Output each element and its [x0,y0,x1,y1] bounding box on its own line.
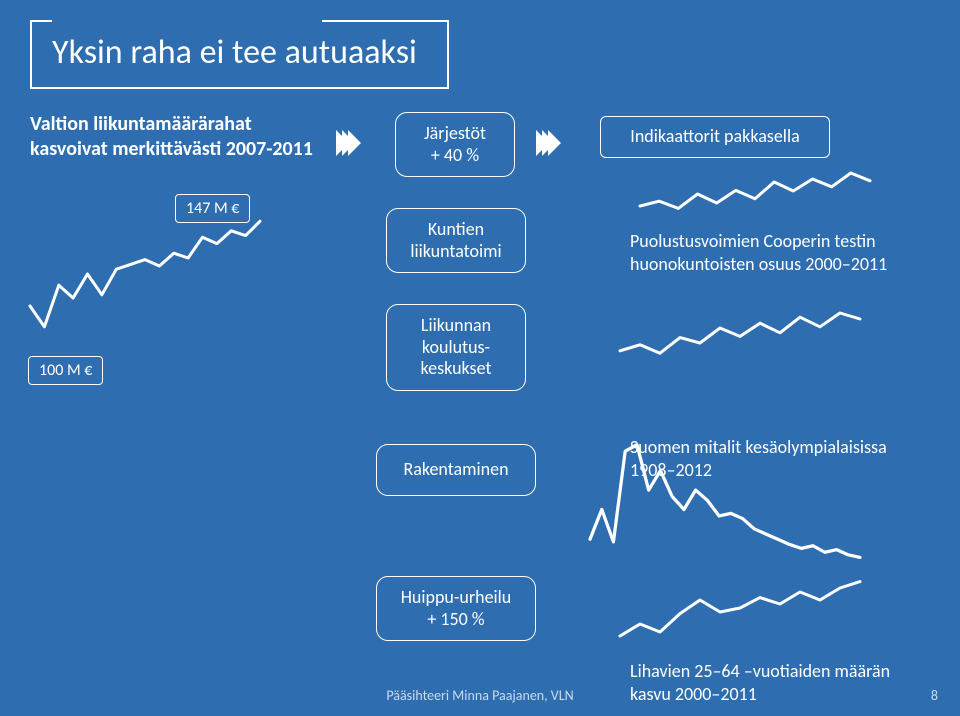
stage-jarjestot-line2: + 40 % [431,144,479,166]
stage-liikunnan: Liikunnan koulutus- keskukset [386,304,526,391]
page-title: Yksin raha ei tee autuaaksi [30,20,449,89]
note-lihavien: Lihavien 25–64 –vuotiaiden määrän kasvu … [630,660,920,705]
stage-rakentaminen: Rakentaminen [376,444,536,496]
stage-liikunnan-line3: keskukset [421,357,492,379]
stage-huippu-line1: Huippu-urheilu [401,586,512,608]
page-title-text: Yksin raha ei tee autuaaksi [52,32,417,73]
chart-indikaattorit-trend [640,170,870,230]
footer-credit: Pääsihteeri Minna Paajanen, VLN [386,687,573,704]
stage-jarjestot: Järjestöt + 40 % [395,112,515,177]
chart-obesity [620,580,860,660]
stage-indikaattorit: Indikaattorit pakkasella [600,116,830,158]
stage-indikaattorit-text: Indikaattorit pakkasella [630,125,799,147]
chart-funding-growth [30,218,260,378]
stage-rakentaminen-text: Rakentaminen [403,458,508,480]
chevron-icon [340,130,361,156]
subtitle-text: Valtion liikuntamäärärahat kasvoivat mer… [30,112,330,162]
note-cooper: Puolustusvoimien Cooperin testin huonoku… [630,230,910,275]
stage-kuntien-line2: liikuntatoimi [410,240,501,262]
chart-medals [590,428,860,578]
stage-kuntien: Kuntien liikuntatoimi [386,208,526,273]
stage-kuntien-line1: Kuntien [428,218,484,240]
page-number: 8 [931,687,938,704]
badge-147m-text: 147 M € [186,199,239,218]
stage-liikunnan-line1: Liikunnan [421,314,491,336]
chart-cooper-trend [620,310,860,370]
stage-liikunnan-line2: koulutus- [422,336,490,358]
stage-huippu: Huippu-urheilu + 150 % [376,576,536,641]
chevron-icon [540,130,561,156]
stage-huippu-line2: + 150 % [427,608,484,630]
stage-jarjestot-line1: Järjestöt [424,122,486,144]
